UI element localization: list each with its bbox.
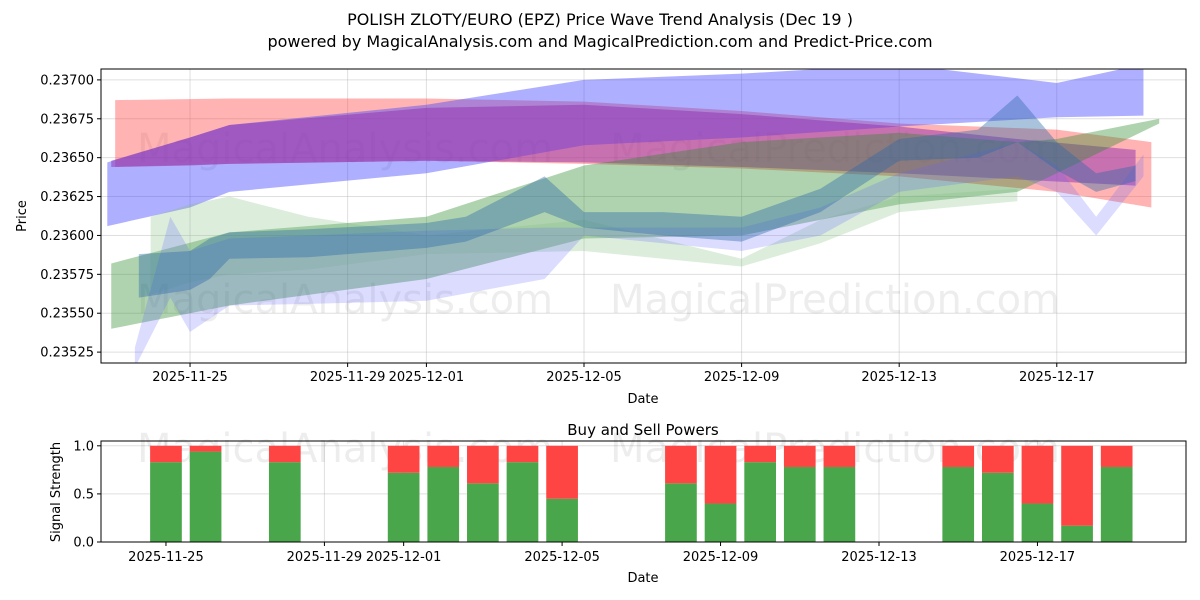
y-tick-label: 0.23700: [40, 73, 94, 88]
blue-band: [107, 69, 1144, 227]
buy-bar: [783, 466, 816, 542]
y-tick-label: 0.23550: [40, 307, 94, 322]
x-tick-label: 2025-12-17: [1000, 550, 1076, 565]
buy-bar: [1061, 525, 1093, 542]
sell-bar: [189, 445, 222, 452]
sell-bar: [1021, 445, 1054, 504]
buy-bar: [981, 472, 1014, 542]
top-axes-frame: [100, 68, 1187, 364]
buy-bar: [427, 466, 460, 542]
buy-bar: [387, 472, 420, 542]
light-blue-band: [134, 142, 1144, 363]
buy-bar: [704, 503, 737, 542]
buy-bar: [1100, 466, 1133, 542]
y-tick-label: 0.23625: [40, 190, 94, 205]
sell-bar: [1100, 445, 1133, 467]
sell-bar: [387, 445, 420, 473]
x-tick-label: 2025-11-29: [310, 370, 386, 385]
buy-bar: [546, 498, 578, 542]
sell-bar: [150, 445, 182, 463]
buy-bar: [150, 462, 182, 542]
x-tick-label: 2025-12-01: [389, 370, 465, 385]
buy-bar: [189, 451, 222, 542]
light-green-band: [150, 188, 1018, 295]
sell-bar: [744, 445, 777, 463]
buy-bar: [506, 462, 539, 542]
sell-bar: [467, 445, 499, 484]
bottom-xlabel: Date: [627, 571, 658, 586]
watermark-prediction: MagicalPrediction.com: [610, 277, 1060, 323]
buy-bar: [467, 483, 499, 542]
price-bands: [107, 69, 1160, 363]
sell-bar: [268, 445, 301, 463]
sell-bar: [942, 445, 975, 467]
y-tick-label: 0.23650: [40, 151, 94, 166]
sell-bar: [427, 445, 460, 467]
y-tick-label: 0.23600: [40, 229, 94, 244]
buy-bar: [744, 462, 777, 542]
buy-bar: [823, 466, 856, 542]
bottom-ylabel: Signal Strength: [49, 442, 64, 542]
y-tick-label: 0.23575: [40, 268, 94, 283]
sell-bar: [1061, 445, 1093, 526]
top-ticks: 2025-11-25 2025-11-29 2025-12-01 2025-12-05…: [40, 73, 1094, 385]
bottom-ticks: 2025-11-25 2025-11-29 2025-12-01 2025-12-05…: [73, 439, 1075, 565]
x-tick-label: 2025-11-25: [152, 370, 228, 385]
x-tick-label: 2025-12-17: [1019, 370, 1095, 385]
steel-blue-band: [138, 95, 1136, 298]
sell-bar: [704, 445, 737, 504]
x-tick-label: 2025-12-13: [841, 550, 917, 565]
sell-bar: [981, 445, 1014, 473]
y-tick-label: 0.23675: [40, 112, 94, 127]
x-tick-label: 2025-12-01: [366, 550, 442, 565]
signal-bars: [150, 445, 1133, 542]
y-tick-label: 1.0: [73, 439, 94, 454]
buy-bar: [268, 462, 301, 542]
sell-bar: [506, 445, 539, 463]
purple-band: [111, 104, 1136, 186]
x-tick-label: 2025-12-05: [524, 550, 600, 565]
buy-bar: [1021, 503, 1054, 542]
sell-bar: [823, 445, 856, 467]
sell-bar: [546, 445, 578, 499]
bottom-axes-frame: [100, 440, 1187, 543]
top-ylabel: Price: [15, 200, 30, 232]
x-tick-label: 2025-11-29: [287, 550, 363, 565]
x-tick-label: 2025-12-09: [704, 370, 780, 385]
x-tick-label: 2025-11-25: [128, 550, 204, 565]
x-tick-label: 2025-12-05: [546, 370, 622, 385]
sell-bar: [665, 445, 697, 484]
watermark-analysis: MagicalAnalysis.com: [137, 277, 553, 323]
buy-bar: [665, 483, 697, 542]
chart-title: POLISH ZLOTY/EURO (EPZ) Price Wave Trend…: [347, 10, 853, 29]
sell-bar: [783, 445, 816, 467]
top-xlabel: Date: [627, 392, 658, 407]
y-tick-label: 0.23525: [40, 346, 94, 361]
green-band: [111, 118, 1160, 329]
buy-bar: [942, 466, 975, 542]
y-tick-label: 0.0: [73, 536, 94, 551]
x-tick-label: 2025-12-09: [683, 550, 759, 565]
bottom-title: Buy and Sell Powers: [567, 421, 719, 439]
y-tick-label: 0.5: [73, 487, 94, 502]
x-tick-label: 2025-12-13: [861, 370, 937, 385]
chart-subtitle: powered by MagicalAnalysis.com and Magic…: [267, 32, 932, 51]
